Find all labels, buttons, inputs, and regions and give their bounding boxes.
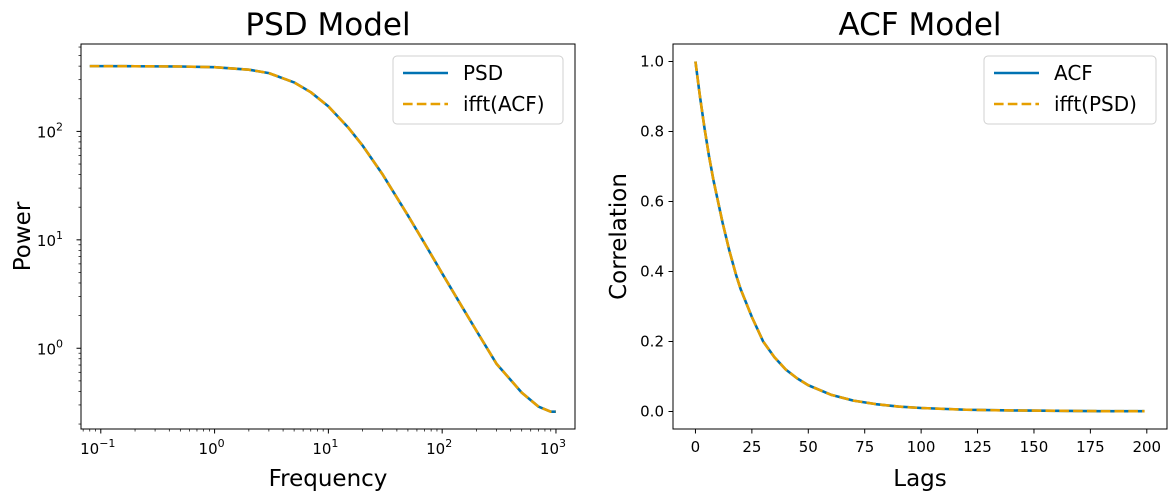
acf-model-x-tick-label: 200 bbox=[1132, 438, 1161, 456]
psd-model-panel: 10−1 100 101 102 103 100 101 102 PSD Model Freque… bbox=[10, 7, 576, 492]
acf-model-y-tick-label: 0.0 bbox=[640, 403, 664, 421]
psd-model-legend-label-psd: PSD bbox=[463, 61, 503, 85]
psd-model-x-tick-label: 10−1 bbox=[80, 437, 115, 458]
acf-model-x-tick-label: 50 bbox=[799, 438, 818, 456]
acf-model-x-tick-label: 75 bbox=[855, 438, 874, 456]
acf-model-axes-frame bbox=[672, 43, 1168, 430]
acf-model-series-acf-line bbox=[694, 61, 1145, 413]
acf-model-y-axis-label: Correlation bbox=[606, 173, 632, 300]
psd-model-x-axis-label: Frequency bbox=[269, 466, 388, 492]
acf-model-x-tick-label: 100 bbox=[907, 438, 936, 456]
acf-model-legend-label-ifft-psd: ifft(PSD) bbox=[1054, 92, 1137, 116]
acf-model-x-tick-label: 150 bbox=[1020, 438, 1049, 456]
acf-model-y-tick-label: 0.8 bbox=[640, 123, 664, 141]
acf-model-y-tick-label: 0.2 bbox=[640, 333, 664, 351]
psd-model-y-tick-label: 100 bbox=[37, 337, 63, 358]
psd-model-x-tick-label: 103 bbox=[540, 437, 566, 458]
acf-model-x-axis-label: Lags bbox=[893, 466, 947, 492]
acf-model-panel: 0 25 50 75 100 125 150 175 200 0.0 0.2 0.4 0.6 0.8 1.0… bbox=[606, 7, 1168, 492]
acf-model-x-tick-label: 175 bbox=[1076, 438, 1105, 456]
acf-model-legend-label-acf: ACF bbox=[1054, 61, 1093, 85]
psd-model-y-axis-label: Power bbox=[10, 201, 36, 271]
psd-model-legend-label-ifft-acf: ifft(ACF) bbox=[463, 92, 545, 116]
psd-model-legend: PSD ifft(ACF) bbox=[392, 55, 564, 125]
acf-model-x-tick-label: 125 bbox=[963, 438, 992, 456]
psd-model-x-tick-label: 100 bbox=[199, 437, 225, 458]
psd-model-x-tick-label: 102 bbox=[426, 437, 452, 458]
psd-model-x-tick-label: 101 bbox=[312, 437, 338, 458]
acf-model-title: ACF Model bbox=[838, 7, 1001, 43]
acf-model-legend: ACF ifft(PSD) bbox=[983, 55, 1157, 125]
acf-model-x-tick-label: 0 bbox=[691, 438, 701, 456]
acf-model-x-tick-label: 25 bbox=[742, 438, 761, 456]
psd-model-series-ifft-acf-line bbox=[89, 64, 556, 413]
acf-model-y-tick-label: 1.0 bbox=[640, 53, 664, 71]
psd-model-y-tick-label: 101 bbox=[37, 229, 63, 250]
acf-model-y-tick-label: 0.4 bbox=[640, 263, 664, 281]
acf-model-y-tick-label: 0.6 bbox=[640, 193, 664, 211]
psd-model-y-tick-label: 102 bbox=[37, 120, 63, 141]
psd-model-title: PSD Model bbox=[245, 7, 410, 43]
